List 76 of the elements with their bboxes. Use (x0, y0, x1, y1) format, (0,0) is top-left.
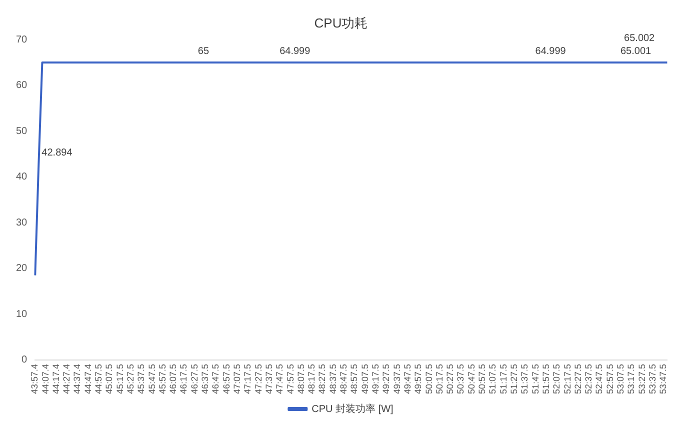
x-tick-label: 52:37.5 (584, 364, 594, 394)
x-tick-label: 44:27.4 (62, 364, 72, 394)
y-tick-label: 10 (16, 308, 28, 320)
x-tick-label: 44:47.4 (82, 364, 93, 394)
x-tick-label: 48:27.5 (317, 364, 328, 394)
x-tick-label: 51:47.5 (530, 364, 540, 394)
x-tick-label: 44:37.4 (72, 364, 82, 394)
x-tick-label: 45:07.5 (104, 364, 114, 394)
data-label: 65.002 (624, 33, 656, 44)
x-tick-label: 50:17.5 (434, 364, 444, 394)
x-tick-label: 48:07.5 (296, 364, 306, 394)
x-tick-label: 47:37.5 (264, 364, 274, 394)
x-tick-label: 47:17.5 (242, 364, 253, 394)
x-tick-label: 48:17.5 (306, 364, 317, 394)
x-tick-label: 47:27.5 (253, 364, 264, 394)
x-tick-label: 52:27.5 (572, 364, 583, 394)
x-tick-label: 51:17.5 (498, 364, 508, 394)
x-tick-label: 45:17.5 (114, 364, 125, 394)
x-tick-label: 49:47.5 (402, 364, 412, 394)
y-tick-label: 30 (16, 217, 28, 228)
x-tick-label: 53:37.5 (647, 364, 658, 394)
x-tick-label: 50:27.5 (445, 364, 456, 394)
x-tick-label: 45:27.5 (125, 364, 136, 394)
x-tick-label: 50:37.5 (456, 364, 466, 394)
x-tick-label: 46:27.5 (189, 364, 200, 394)
x-tick-label: 45:57.5 (157, 364, 168, 394)
x-tick-label: 52:47.5 (594, 364, 604, 394)
x-tick-label: 51:07.5 (488, 364, 498, 394)
x-tick-label: 44:07.4 (40, 364, 50, 394)
x-tick-label: 49:57.5 (413, 364, 424, 394)
x-tick-label: 46:37.5 (200, 364, 210, 394)
x-tick-label: 51:57.5 (540, 364, 551, 394)
data-label: 42.894 (42, 147, 73, 158)
legend-label: CPU 封装功率 [W] (312, 402, 394, 415)
x-tick-label: 53:27.5 (636, 364, 647, 394)
data-label: 64.999 (535, 46, 566, 58)
x-tick-label: 49:37.5 (392, 364, 402, 394)
x-tick-label: 44:57.5 (94, 364, 104, 394)
x-tick-label: 45:47.5 (146, 364, 157, 394)
x-tick-label: 46:57.5 (221, 364, 232, 394)
x-tick-label: 52:57.5 (604, 364, 615, 394)
x-tick-label: 49:27.5 (381, 364, 392, 394)
x-tick-label: 47:57.5 (285, 364, 296, 394)
data-label: 65.001 (620, 46, 652, 58)
x-tick-label: 52:07.5 (552, 364, 562, 394)
x-tick-label: 46:47.5 (210, 364, 221, 394)
x-tick-label: 50:47.5 (466, 364, 476, 394)
x-tick-label: 51:27.5 (508, 364, 519, 394)
x-tick-label: 49:07.5 (360, 364, 370, 394)
x-tick-label: 53:17.5 (626, 364, 636, 394)
x-tick-label: 46:17.5 (178, 364, 189, 394)
x-tick-label: 47:07.5 (232, 364, 242, 394)
x-tick-label: 43:57.4 (30, 364, 40, 394)
chart-title: CPU功耗 (314, 15, 368, 30)
x-tick-label: 53:47.5 (658, 364, 668, 394)
x-tick-label: 44:17.4 (50, 364, 61, 394)
x-tick-label: 49:17.5 (370, 364, 381, 394)
x-tick-label: 51:37.5 (520, 364, 530, 394)
y-tick-label: 40 (16, 172, 28, 183)
x-tick-label: 48:37.5 (328, 364, 338, 394)
x-tick-label: 53:07.5 (616, 364, 626, 394)
x-tick-label: 48:57.5 (349, 364, 360, 394)
y-tick-label: 50 (16, 126, 28, 137)
data-label: 64.999 (280, 46, 311, 58)
x-tick-label: 47:47.5 (274, 364, 285, 394)
x-tick-label: 50:07.5 (424, 364, 434, 394)
y-tick-label: 60 (16, 80, 28, 92)
x-tick-label: 50:57.5 (477, 364, 488, 394)
x-tick-label: 45:37.5 (136, 364, 146, 394)
y-tick-label: 0 (22, 354, 28, 366)
x-tick-label: 48:47.5 (338, 364, 349, 394)
x-tick-label: 46:07.5 (168, 364, 178, 394)
y-tick-label: 70 (16, 34, 28, 46)
data-label: 65 (198, 46, 210, 58)
x-tick-label: 52:17.5 (562, 364, 572, 394)
y-tick-label: 20 (16, 263, 28, 274)
